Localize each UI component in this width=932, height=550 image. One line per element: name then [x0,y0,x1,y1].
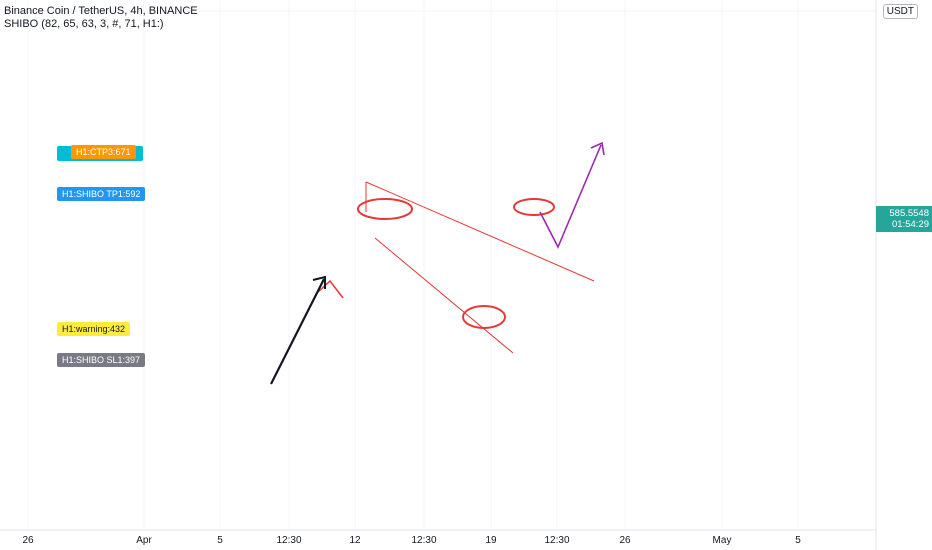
tp1-label: H1:SHIBO TP1:592 [57,187,146,201]
current-price-value: 585.5548 [889,208,929,219]
ellipse-top-right [513,198,555,216]
ellipse-bottom [462,305,506,329]
sl1-label: H1:SHIBO SL1:397 [57,353,146,367]
x-tick-label: 5 [217,535,223,546]
x-tick-label: 5 [795,535,801,546]
current-price-label: 585.5548 01:54:29 [876,206,932,232]
trendline-lower [374,237,514,354]
drawings [270,141,605,385]
price-axis-bg [876,0,932,550]
currency-unit-badge[interactable]: USDT [882,4,918,19]
trendline-upper [365,181,595,282]
x-tick-label: 12:30 [544,535,569,546]
x-tick-label: 12:30 [276,535,301,546]
black-arrow-line [270,278,325,385]
black-arrowhead [312,275,326,289]
chart-title: Binance Coin / TetherUS, 4h, BINANCE [4,5,198,17]
x-tick-label: 26 [619,535,631,546]
warning-label: H1:warning:432 [57,322,131,336]
x-tick-label: 12 [349,535,361,546]
ctp3-label: H1:CTP3:671 [71,145,136,159]
x-tick-label: 12:30 [411,535,436,546]
x-tick-label: Apr [136,535,152,546]
time-axis[interactable]: 26 Apr 5 12:30 12 12:30 19 12:30 26 May 5 [0,529,876,546]
x-tick-label: 26 [22,535,34,546]
projection-arrowhead [590,141,605,156]
grid [0,10,876,12]
zigzag-red [317,279,344,299]
bar-countdown: 01:54:29 [892,219,929,230]
x-tick-label: 19 [485,535,497,546]
ellipse-top-left [357,198,413,220]
x-tick-label: May [713,535,732,546]
indicator-label[interactable]: SHIBO (82, 65, 63, 3, #, 71, H1:) [4,18,164,30]
projection-arrow [539,144,602,249]
